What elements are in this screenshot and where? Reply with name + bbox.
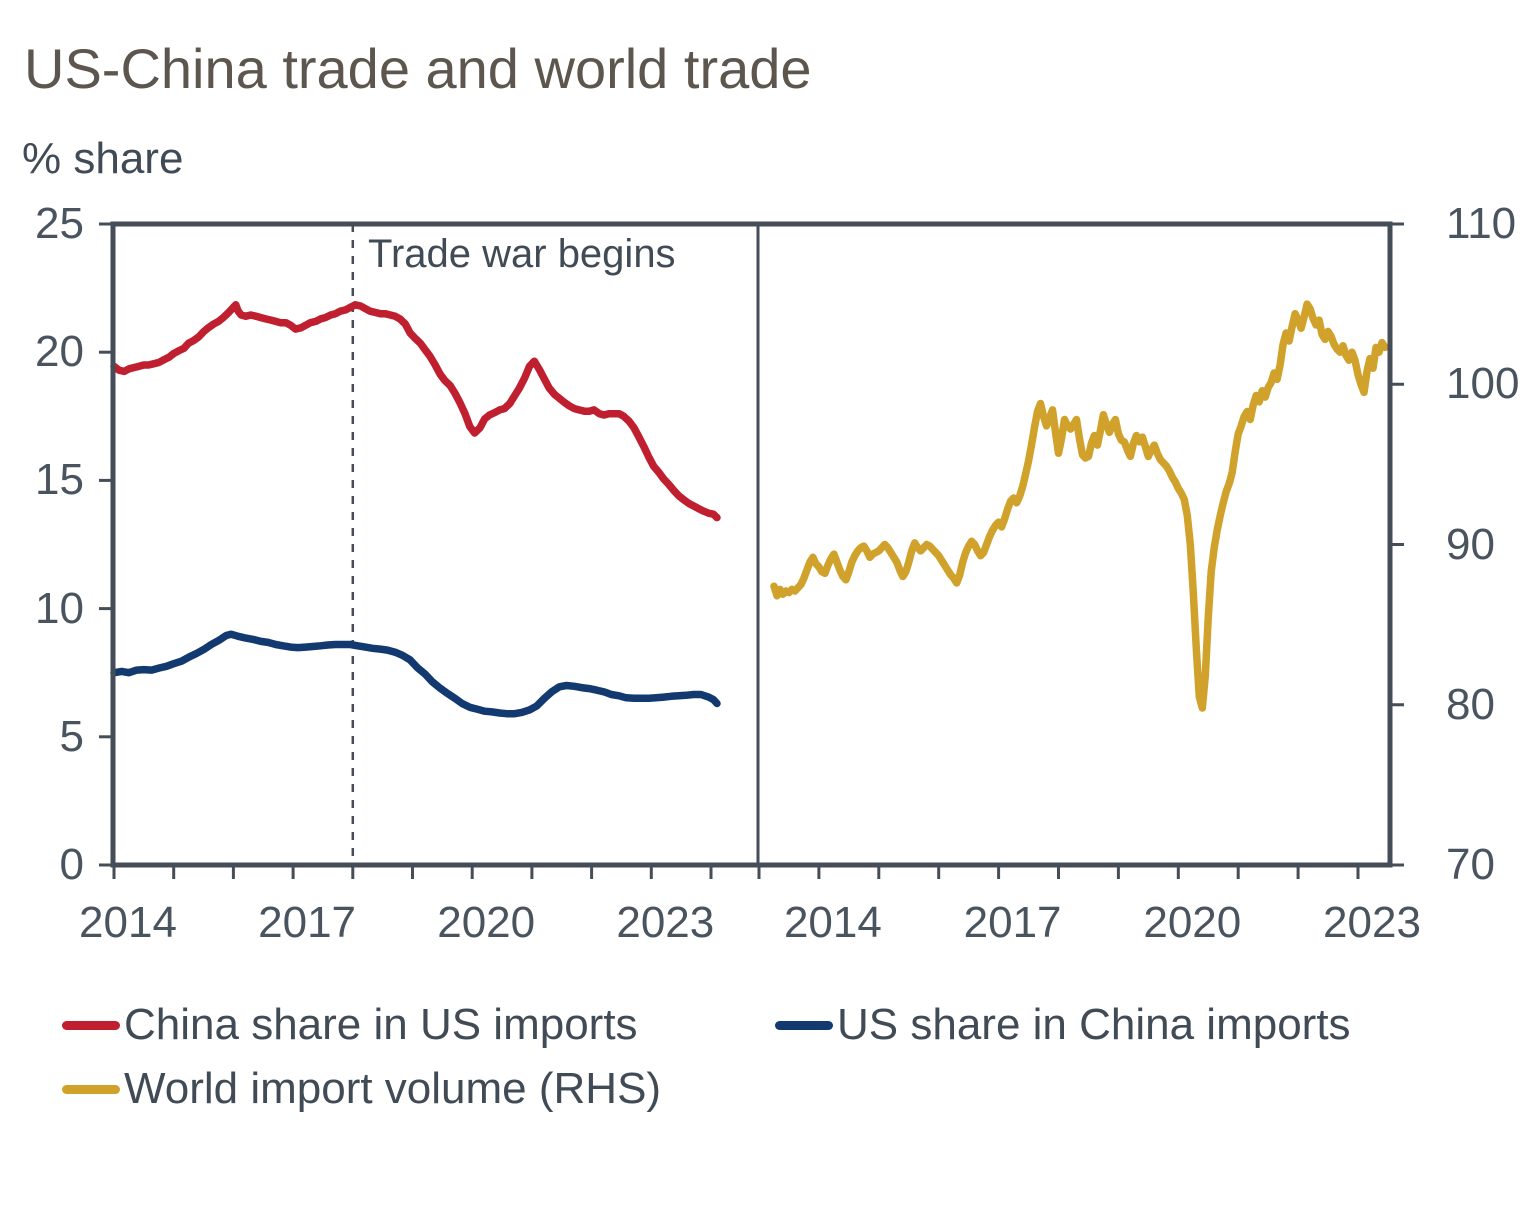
- left-y-tick-label: 5: [59, 711, 84, 761]
- right-y-tick-label: 90: [1446, 519, 1495, 569]
- series-line-china-share-in-us-imports: [110, 301, 721, 522]
- legend-label: US share in China imports: [837, 1000, 1351, 1049]
- legend-item-us-share: US share in China imports: [775, 1000, 1351, 1050]
- series-line-world-import-volume-rhs-: [770, 300, 1389, 712]
- left-x-year-label: 2023: [616, 898, 715, 947]
- right-x-year-label: 2014: [783, 898, 882, 947]
- right-y-tick-label: 100: [1446, 359, 1520, 409]
- left-x-year-label: 2020: [437, 898, 536, 947]
- legend-label: World import volume (RHS): [124, 1064, 662, 1113]
- right-y-tick-label: 110: [1446, 199, 1517, 248]
- gold-line-swatch-icon: [62, 1084, 120, 1094]
- left-y-tick-label: 15: [35, 455, 84, 505]
- right-y-tick-label: 80: [1446, 679, 1495, 729]
- navy-line-swatch-icon: [775, 1020, 833, 1030]
- left-y-tick-label: 0: [59, 840, 84, 889]
- chart-title: US-China trade and world trade: [24, 37, 812, 100]
- legend-item-world-imports: World import volume (RHS): [62, 1064, 661, 1114]
- left-y-tick-label: 20: [35, 327, 84, 377]
- trade-war-annotation: Trade war begins: [368, 232, 676, 276]
- left-x-year-label: 2017: [258, 898, 357, 947]
- legend-label: China share in US imports: [124, 1000, 638, 1049]
- left-y-tick-label: 10: [35, 583, 84, 633]
- legend-item-china-share: China share in US imports: [62, 1000, 638, 1050]
- left-axis-unit-label: % share: [22, 134, 184, 183]
- right-x-year-label: 2017: [963, 898, 1062, 947]
- left-x-year-label: 2014: [79, 898, 177, 947]
- right-x-year-label: 2020: [1143, 898, 1242, 947]
- red-line-swatch-icon: [62, 1020, 120, 1030]
- left-y-tick-label: 25: [35, 199, 84, 248]
- series-line-us-share-in-china-imports: [110, 630, 721, 718]
- plot-frame: [110, 221, 1393, 868]
- right-y-tick-label: 70: [1446, 840, 1495, 889]
- right-x-year-label: 2023: [1323, 898, 1421, 947]
